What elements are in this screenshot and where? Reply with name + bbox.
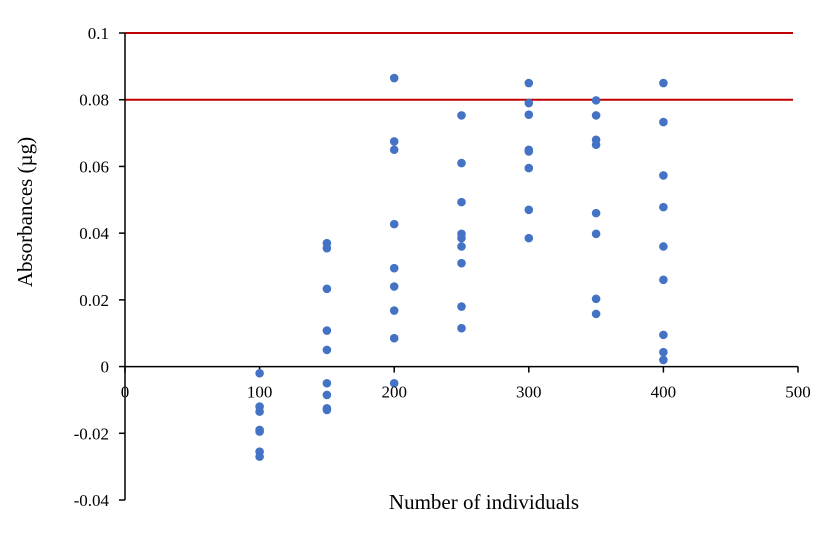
- x-tick-label: 500: [785, 383, 811, 402]
- data-point: [322, 243, 332, 253]
- data-point: [591, 140, 601, 150]
- y-tick-label: 0.08: [79, 91, 109, 110]
- x-tick-label: 200: [381, 383, 407, 402]
- data-point: [389, 282, 399, 291]
- x-tick-label: 100: [247, 383, 273, 402]
- y-tick-label: 0.02: [79, 291, 109, 310]
- data-point: [591, 309, 601, 319]
- data-point: [524, 78, 534, 88]
- data-point: [255, 427, 264, 436]
- data-point: [659, 330, 668, 340]
- data-point: [457, 302, 466, 311]
- y-tick-label: -0.04: [74, 491, 110, 510]
- data-point: [255, 407, 264, 416]
- x-tick-label: 300: [516, 383, 542, 402]
- data-point: [659, 347, 668, 357]
- data-point: [457, 197, 466, 207]
- data-point: [457, 158, 466, 168]
- data-point: [389, 263, 399, 273]
- data-point: [322, 326, 332, 335]
- y-tick-label: 0.06: [79, 157, 109, 176]
- data-point: [389, 73, 399, 83]
- data-point: [255, 452, 264, 461]
- data-point: [457, 242, 466, 251]
- data-points: [255, 73, 668, 461]
- data-point: [524, 233, 534, 243]
- data-point: [524, 147, 534, 156]
- y-tick-label: -0.02: [74, 424, 109, 443]
- data-point: [255, 368, 264, 378]
- data-point: [322, 405, 332, 415]
- data-point: [659, 171, 668, 180]
- data-point: [524, 205, 534, 215]
- axis-labels: -0.04 -0.02 0 0.02 0.04 0.06 0.08 0.1 0 100 200 300…: [13, 24, 811, 514]
- axes: [119, 32, 799, 501]
- data-point: [457, 111, 466, 120]
- data-point: [389, 306, 399, 315]
- y-axis-title: Absorbances (µg): [13, 137, 37, 287]
- data-point: [591, 294, 601, 304]
- data-point: [322, 378, 332, 388]
- data-point: [591, 208, 601, 218]
- x-axis-title: Number of individuals: [389, 490, 579, 514]
- reference-lines: [125, 32, 793, 101]
- data-point: [457, 323, 466, 333]
- data-point: [322, 345, 332, 355]
- data-point: [524, 163, 534, 173]
- data-point: [457, 233, 466, 243]
- data-point: [322, 390, 332, 400]
- data-point: [659, 242, 668, 251]
- data-point: [524, 110, 534, 120]
- data-point: [591, 111, 601, 120]
- x-tick-label: 400: [651, 383, 677, 402]
- data-point: [457, 258, 466, 268]
- data-point: [659, 117, 668, 127]
- data-point: [591, 96, 601, 105]
- data-point: [389, 219, 399, 229]
- data-point: [389, 145, 399, 155]
- data-point: [659, 78, 668, 88]
- data-point: [659, 355, 668, 365]
- y-tick-label: 0.04: [79, 224, 109, 243]
- x-tick-label: 0: [121, 383, 130, 402]
- y-tick-label: 0: [101, 358, 110, 377]
- data-point: [659, 275, 668, 285]
- data-point: [322, 284, 332, 294]
- data-point: [389, 378, 399, 388]
- data-point: [389, 333, 399, 343]
- data-point: [524, 98, 534, 108]
- data-point: [389, 137, 399, 146]
- data-point: [659, 202, 668, 212]
- data-point: [591, 229, 601, 239]
- y-tick-label: 0.1: [88, 24, 109, 43]
